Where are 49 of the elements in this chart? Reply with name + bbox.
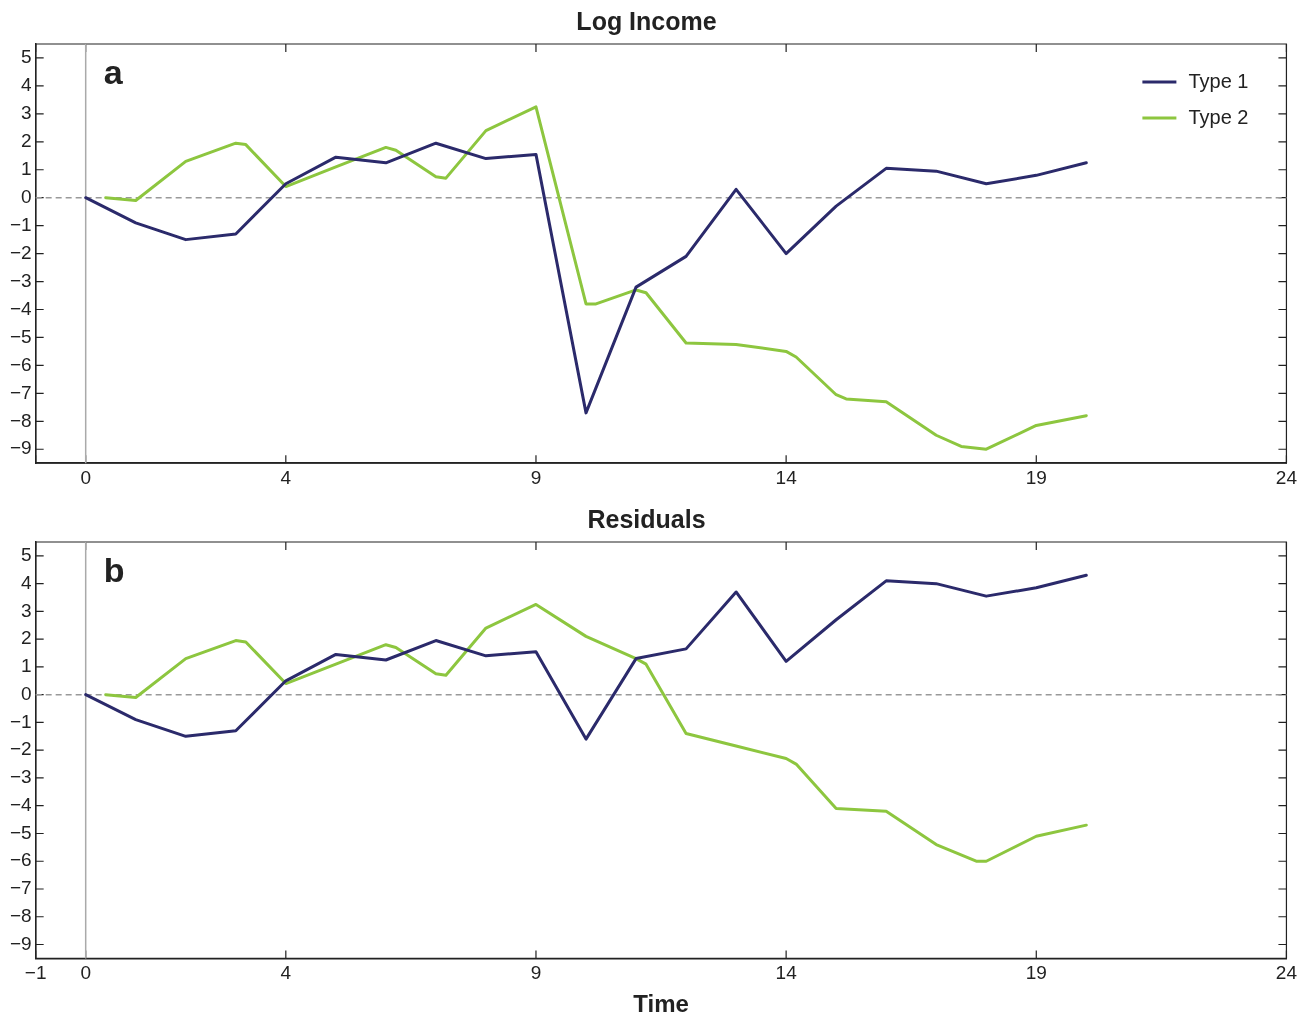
y-tick-label: −4 (9, 297, 33, 319)
y-tick-label: 2 (21, 130, 32, 152)
y-tick-label: 3 (21, 599, 32, 621)
chart-title: Residuals (587, 504, 706, 533)
y-tick-label: 1 (21, 157, 32, 179)
legend-label: Type 2 (1188, 105, 1249, 128)
y-tick-label: −3 (9, 766, 32, 788)
y-tick-label: −6 (9, 849, 32, 871)
x-tick-label: 9 (530, 466, 542, 488)
x-tick-label: 0 (80, 962, 91, 984)
y-tick-label: −6 (9, 353, 32, 375)
y-tick-label: −8 (9, 904, 32, 926)
x-tick-label: 14 (775, 962, 798, 984)
y-tick-label: 0 (21, 682, 32, 704)
x-tick-label: 19 (1025, 962, 1047, 984)
y-tick-label: 1 (21, 655, 32, 677)
x-tick-label: 24 (1275, 466, 1298, 488)
x-tick-label: 9 (530, 962, 542, 984)
y-tick-label: −1 (9, 710, 32, 732)
y-tick-label: 4 (21, 571, 33, 593)
annotation: a (103, 53, 124, 92)
x-tick-label: 4 (280, 466, 292, 488)
x-tick-label: 0 (80, 466, 91, 488)
y-tick-label: −7 (9, 877, 32, 899)
x-tick-label: 24 (1275, 962, 1298, 984)
y-tick-label: −1 (9, 213, 32, 235)
y-tick-label: −5 (9, 821, 32, 843)
y-tick-label: −2 (9, 738, 32, 760)
legend-label: Type 1 (1188, 69, 1249, 92)
x-axis-title: Time (633, 990, 689, 1018)
chart-title: Log Income (576, 6, 717, 35)
x-tick-label: 19 (1025, 466, 1047, 488)
x-tick-label: 14 (775, 466, 798, 488)
y-tick-label: 3 (21, 102, 32, 124)
y-tick-label: −7 (9, 381, 32, 403)
y-tick-label: 2 (21, 627, 32, 649)
y-tick-label: −3 (9, 269, 32, 291)
y-tick-label: −4 (9, 793, 33, 815)
y-tick-label: 4 (21, 74, 33, 96)
y-tick-label: −8 (9, 409, 32, 431)
y-tick-label: −9 (9, 932, 32, 954)
x-tick-label: 4 (280, 962, 292, 984)
y-tick-label: −2 (9, 241, 32, 263)
y-tick-label: 5 (21, 46, 32, 68)
y-tick-label: 0 (21, 185, 32, 207)
y-tick-label: −9 (9, 437, 32, 459)
annotation: b (103, 551, 125, 590)
y-tick-label: −5 (9, 325, 32, 347)
y-tick-label: 5 (21, 544, 32, 566)
